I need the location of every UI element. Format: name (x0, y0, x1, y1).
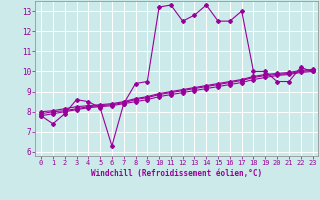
X-axis label: Windchill (Refroidissement éolien,°C): Windchill (Refroidissement éolien,°C) (91, 169, 262, 178)
